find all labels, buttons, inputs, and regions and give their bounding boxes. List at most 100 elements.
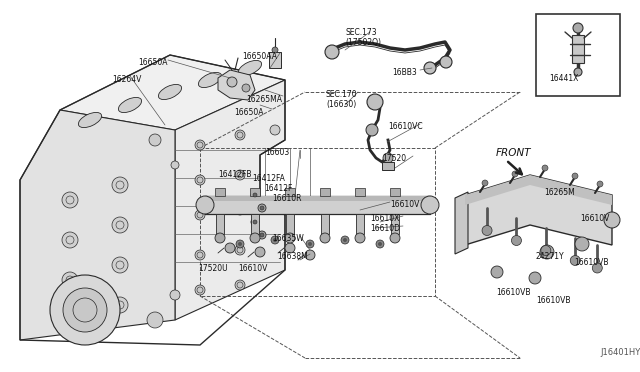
- Circle shape: [235, 205, 245, 215]
- Circle shape: [235, 130, 245, 140]
- Circle shape: [366, 124, 378, 136]
- Ellipse shape: [118, 97, 141, 113]
- Circle shape: [195, 250, 205, 260]
- Text: 16610V: 16610V: [390, 200, 419, 209]
- Circle shape: [273, 238, 277, 242]
- Bar: [321, 214, 329, 234]
- Circle shape: [570, 256, 580, 266]
- Text: 16264V: 16264V: [112, 75, 141, 84]
- Text: 17520U: 17520U: [198, 264, 228, 273]
- Text: 16610V: 16610V: [580, 214, 609, 223]
- Circle shape: [50, 275, 120, 345]
- Bar: [200, 148, 435, 296]
- Circle shape: [511, 235, 522, 246]
- Circle shape: [272, 47, 278, 53]
- Circle shape: [170, 290, 180, 300]
- Circle shape: [378, 242, 382, 246]
- Circle shape: [573, 23, 583, 33]
- Circle shape: [512, 171, 518, 177]
- Text: 16650A: 16650A: [234, 108, 264, 117]
- Circle shape: [306, 240, 314, 248]
- Circle shape: [540, 245, 554, 259]
- Text: 16265M: 16265M: [544, 188, 575, 197]
- Circle shape: [112, 257, 128, 273]
- Text: 16610V: 16610V: [238, 264, 268, 273]
- Circle shape: [572, 173, 578, 179]
- Bar: [390, 188, 400, 196]
- Circle shape: [253, 220, 257, 224]
- Polygon shape: [465, 175, 612, 245]
- Circle shape: [305, 250, 315, 260]
- Ellipse shape: [78, 112, 102, 128]
- Polygon shape: [175, 80, 285, 320]
- Bar: [250, 188, 260, 196]
- Circle shape: [235, 280, 245, 290]
- Text: 16412FB: 16412FB: [218, 170, 252, 179]
- Text: (17502Q): (17502Q): [345, 38, 381, 47]
- Circle shape: [112, 297, 128, 313]
- Circle shape: [482, 225, 492, 235]
- Circle shape: [390, 233, 400, 243]
- Text: 16610VB: 16610VB: [496, 288, 531, 297]
- Circle shape: [149, 134, 161, 146]
- Text: 16BB3: 16BB3: [392, 68, 417, 77]
- Circle shape: [285, 233, 295, 243]
- Circle shape: [592, 263, 602, 273]
- Circle shape: [112, 217, 128, 233]
- Bar: [572, 35, 584, 63]
- Circle shape: [367, 94, 383, 110]
- Ellipse shape: [158, 84, 182, 100]
- Text: 16610R: 16610R: [272, 194, 301, 203]
- Circle shape: [320, 233, 330, 243]
- Circle shape: [227, 77, 237, 87]
- Text: 16441X: 16441X: [549, 74, 579, 83]
- Circle shape: [597, 181, 603, 187]
- Circle shape: [195, 140, 205, 150]
- Circle shape: [242, 84, 250, 92]
- Circle shape: [255, 247, 265, 257]
- Bar: [205, 196, 430, 214]
- Circle shape: [62, 272, 78, 288]
- Circle shape: [383, 153, 393, 163]
- Circle shape: [235, 170, 245, 180]
- Circle shape: [574, 68, 582, 76]
- Circle shape: [62, 192, 78, 208]
- Circle shape: [355, 233, 365, 243]
- Polygon shape: [455, 192, 468, 254]
- Circle shape: [260, 233, 264, 237]
- Text: 16412F: 16412F: [264, 184, 292, 193]
- Circle shape: [235, 245, 245, 255]
- Text: 16638M: 16638M: [277, 252, 308, 261]
- Circle shape: [112, 177, 128, 193]
- Circle shape: [250, 233, 260, 243]
- Text: J16401HY: J16401HY: [600, 348, 640, 357]
- Text: 16610VB: 16610VB: [536, 296, 570, 305]
- Text: 24271Y: 24271Y: [536, 252, 564, 261]
- Circle shape: [196, 196, 214, 214]
- Bar: [269, 52, 281, 68]
- Bar: [391, 214, 399, 234]
- Circle shape: [541, 246, 551, 256]
- Bar: [320, 188, 330, 196]
- Circle shape: [195, 210, 205, 220]
- Bar: [356, 214, 364, 234]
- Text: 16610D: 16610D: [370, 224, 400, 233]
- Circle shape: [308, 242, 312, 246]
- Circle shape: [270, 125, 280, 135]
- Bar: [382, 162, 394, 170]
- Ellipse shape: [198, 73, 221, 87]
- Circle shape: [440, 56, 452, 68]
- Circle shape: [575, 237, 589, 251]
- Circle shape: [341, 236, 349, 244]
- Circle shape: [195, 285, 205, 295]
- Bar: [355, 188, 365, 196]
- Text: 16265MA: 16265MA: [246, 95, 282, 104]
- Text: 16610X: 16610X: [370, 214, 399, 223]
- Text: 16635W: 16635W: [272, 234, 304, 243]
- Circle shape: [195, 175, 205, 185]
- Bar: [251, 214, 259, 234]
- Circle shape: [258, 204, 266, 212]
- Text: 16650A: 16650A: [138, 58, 168, 67]
- Bar: [215, 188, 225, 196]
- Circle shape: [62, 232, 78, 248]
